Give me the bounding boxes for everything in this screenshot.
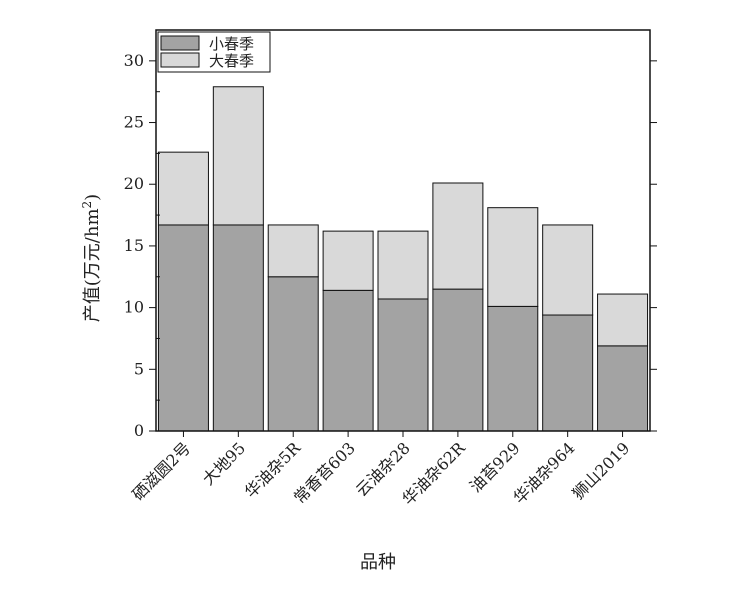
- bar-da-chun-ji: [597, 293, 649, 347]
- bar-xiao-chun-ji: [157, 224, 209, 432]
- y-tick-label: 10: [124, 298, 144, 317]
- y-tick-label: 5: [134, 359, 144, 378]
- bar-da-chun-ji: [212, 86, 264, 226]
- legend-label: 小春季: [209, 35, 254, 53]
- bar-da-chun-ji: [157, 151, 209, 226]
- bar-xiao-chun-ji: [267, 276, 319, 432]
- bar-xiao-chun-ji: [432, 288, 484, 432]
- y-tick-label: 15: [124, 236, 144, 255]
- y-tick-label: 0: [134, 421, 144, 440]
- plot-frame: [155, 29, 651, 432]
- x-axis-label: 品种: [360, 552, 396, 573]
- bar-xiao-chun-ji: [377, 298, 429, 432]
- bar-da-chun-ji: [377, 230, 429, 300]
- x-tick-label: 狮山2019: [569, 438, 634, 503]
- bar-da-chun-ji: [487, 207, 539, 307]
- bar-da-chun-ji: [267, 224, 319, 278]
- y-tick-label: 20: [124, 174, 144, 193]
- bar-xiao-chun-ji: [542, 314, 594, 432]
- legend-swatch: [160, 35, 200, 51]
- bar-da-chun-ji: [432, 182, 484, 290]
- bar-xiao-chun-ji: [322, 289, 374, 432]
- legend-swatch: [160, 52, 200, 68]
- y-tick-label: 30: [124, 51, 144, 70]
- x-tick-label: 硒滋圆2号: [128, 438, 194, 504]
- legend-label: 大春季: [209, 52, 254, 70]
- y-axis-label: 产值(万元/hm2): [80, 194, 103, 322]
- x-tick-label: 大地95: [199, 438, 249, 488]
- bar-da-chun-ji: [542, 224, 594, 316]
- bar-da-chun-ji: [322, 230, 374, 291]
- bar-xiao-chun-ji: [487, 305, 539, 432]
- bar-xiao-chun-ji: [597, 345, 649, 432]
- y-tick-label: 25: [124, 113, 144, 132]
- bar-xiao-chun-ji: [212, 224, 264, 432]
